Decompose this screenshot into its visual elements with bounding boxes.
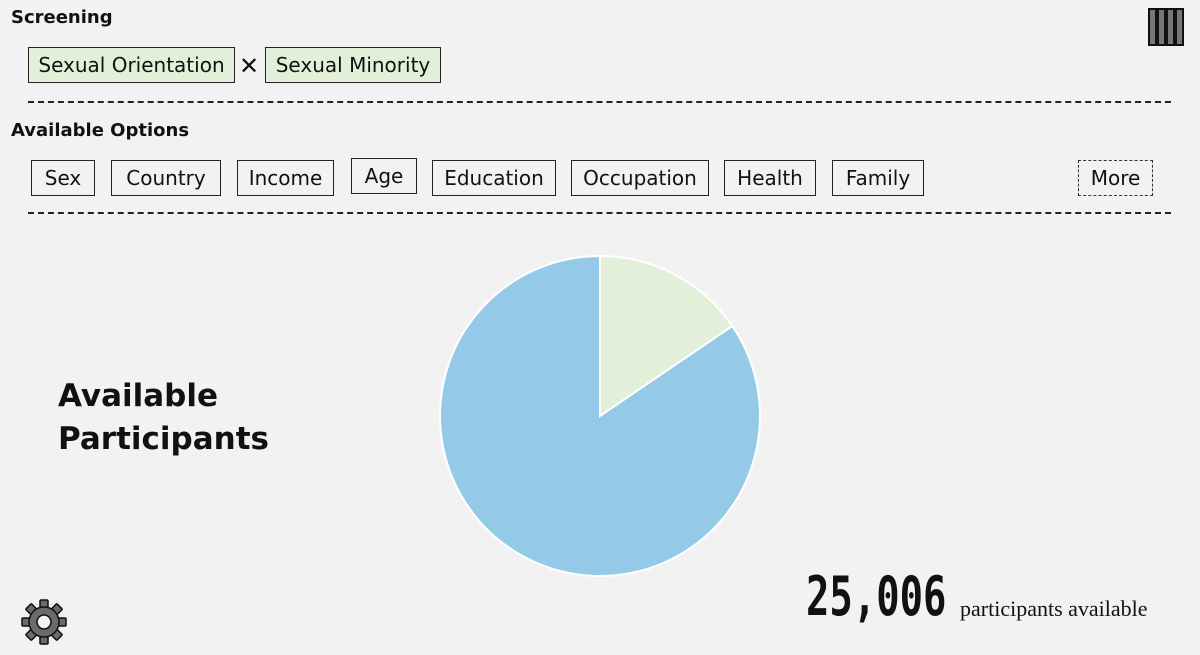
more-options-button[interactable]: More	[1078, 160, 1153, 196]
option-chip-education[interactable]: Education	[432, 160, 556, 196]
columns-icon[interactable]	[1148, 8, 1185, 46]
participant-count-label: participants available	[960, 596, 1148, 621]
option-chip-health[interactable]: Health	[724, 160, 816, 196]
options-divider	[28, 212, 1171, 214]
option-chip-income[interactable]: Income	[237, 160, 334, 196]
participants-pie-chart	[439, 254, 761, 577]
option-chip-occupation[interactable]: Occupation	[571, 160, 709, 196]
option-chip-family[interactable]: Family	[832, 160, 924, 196]
gear-icon[interactable]	[20, 598, 68, 646]
available-participants-heading: Available Participants	[58, 375, 269, 461]
close-icon[interactable]: ✕	[238, 52, 260, 80]
screening-divider	[28, 101, 1171, 103]
option-chip-country[interactable]: Country	[111, 160, 221, 196]
pie-slice-remaining	[439, 254, 761, 577]
heading-line-2: Participants	[58, 421, 269, 457]
option-chip-age[interactable]: Age	[351, 158, 417, 194]
pie-slice-selected	[599, 254, 734, 418]
available-options-title: Available Options	[11, 120, 190, 141]
participant-count: 25,006	[806, 565, 947, 628]
screening-chip-sexual-orientation[interactable]: Sexual Orientation	[28, 47, 235, 83]
heading-line-1: Available	[58, 378, 219, 414]
screening-chip-sexual-minority[interactable]: Sexual Minority	[265, 47, 441, 83]
option-chip-sex[interactable]: Sex	[31, 160, 95, 196]
screening-title: Screening	[11, 7, 113, 28]
